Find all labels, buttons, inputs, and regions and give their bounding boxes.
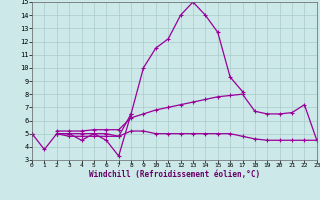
X-axis label: Windchill (Refroidissement éolien,°C): Windchill (Refroidissement éolien,°C) [89, 170, 260, 179]
